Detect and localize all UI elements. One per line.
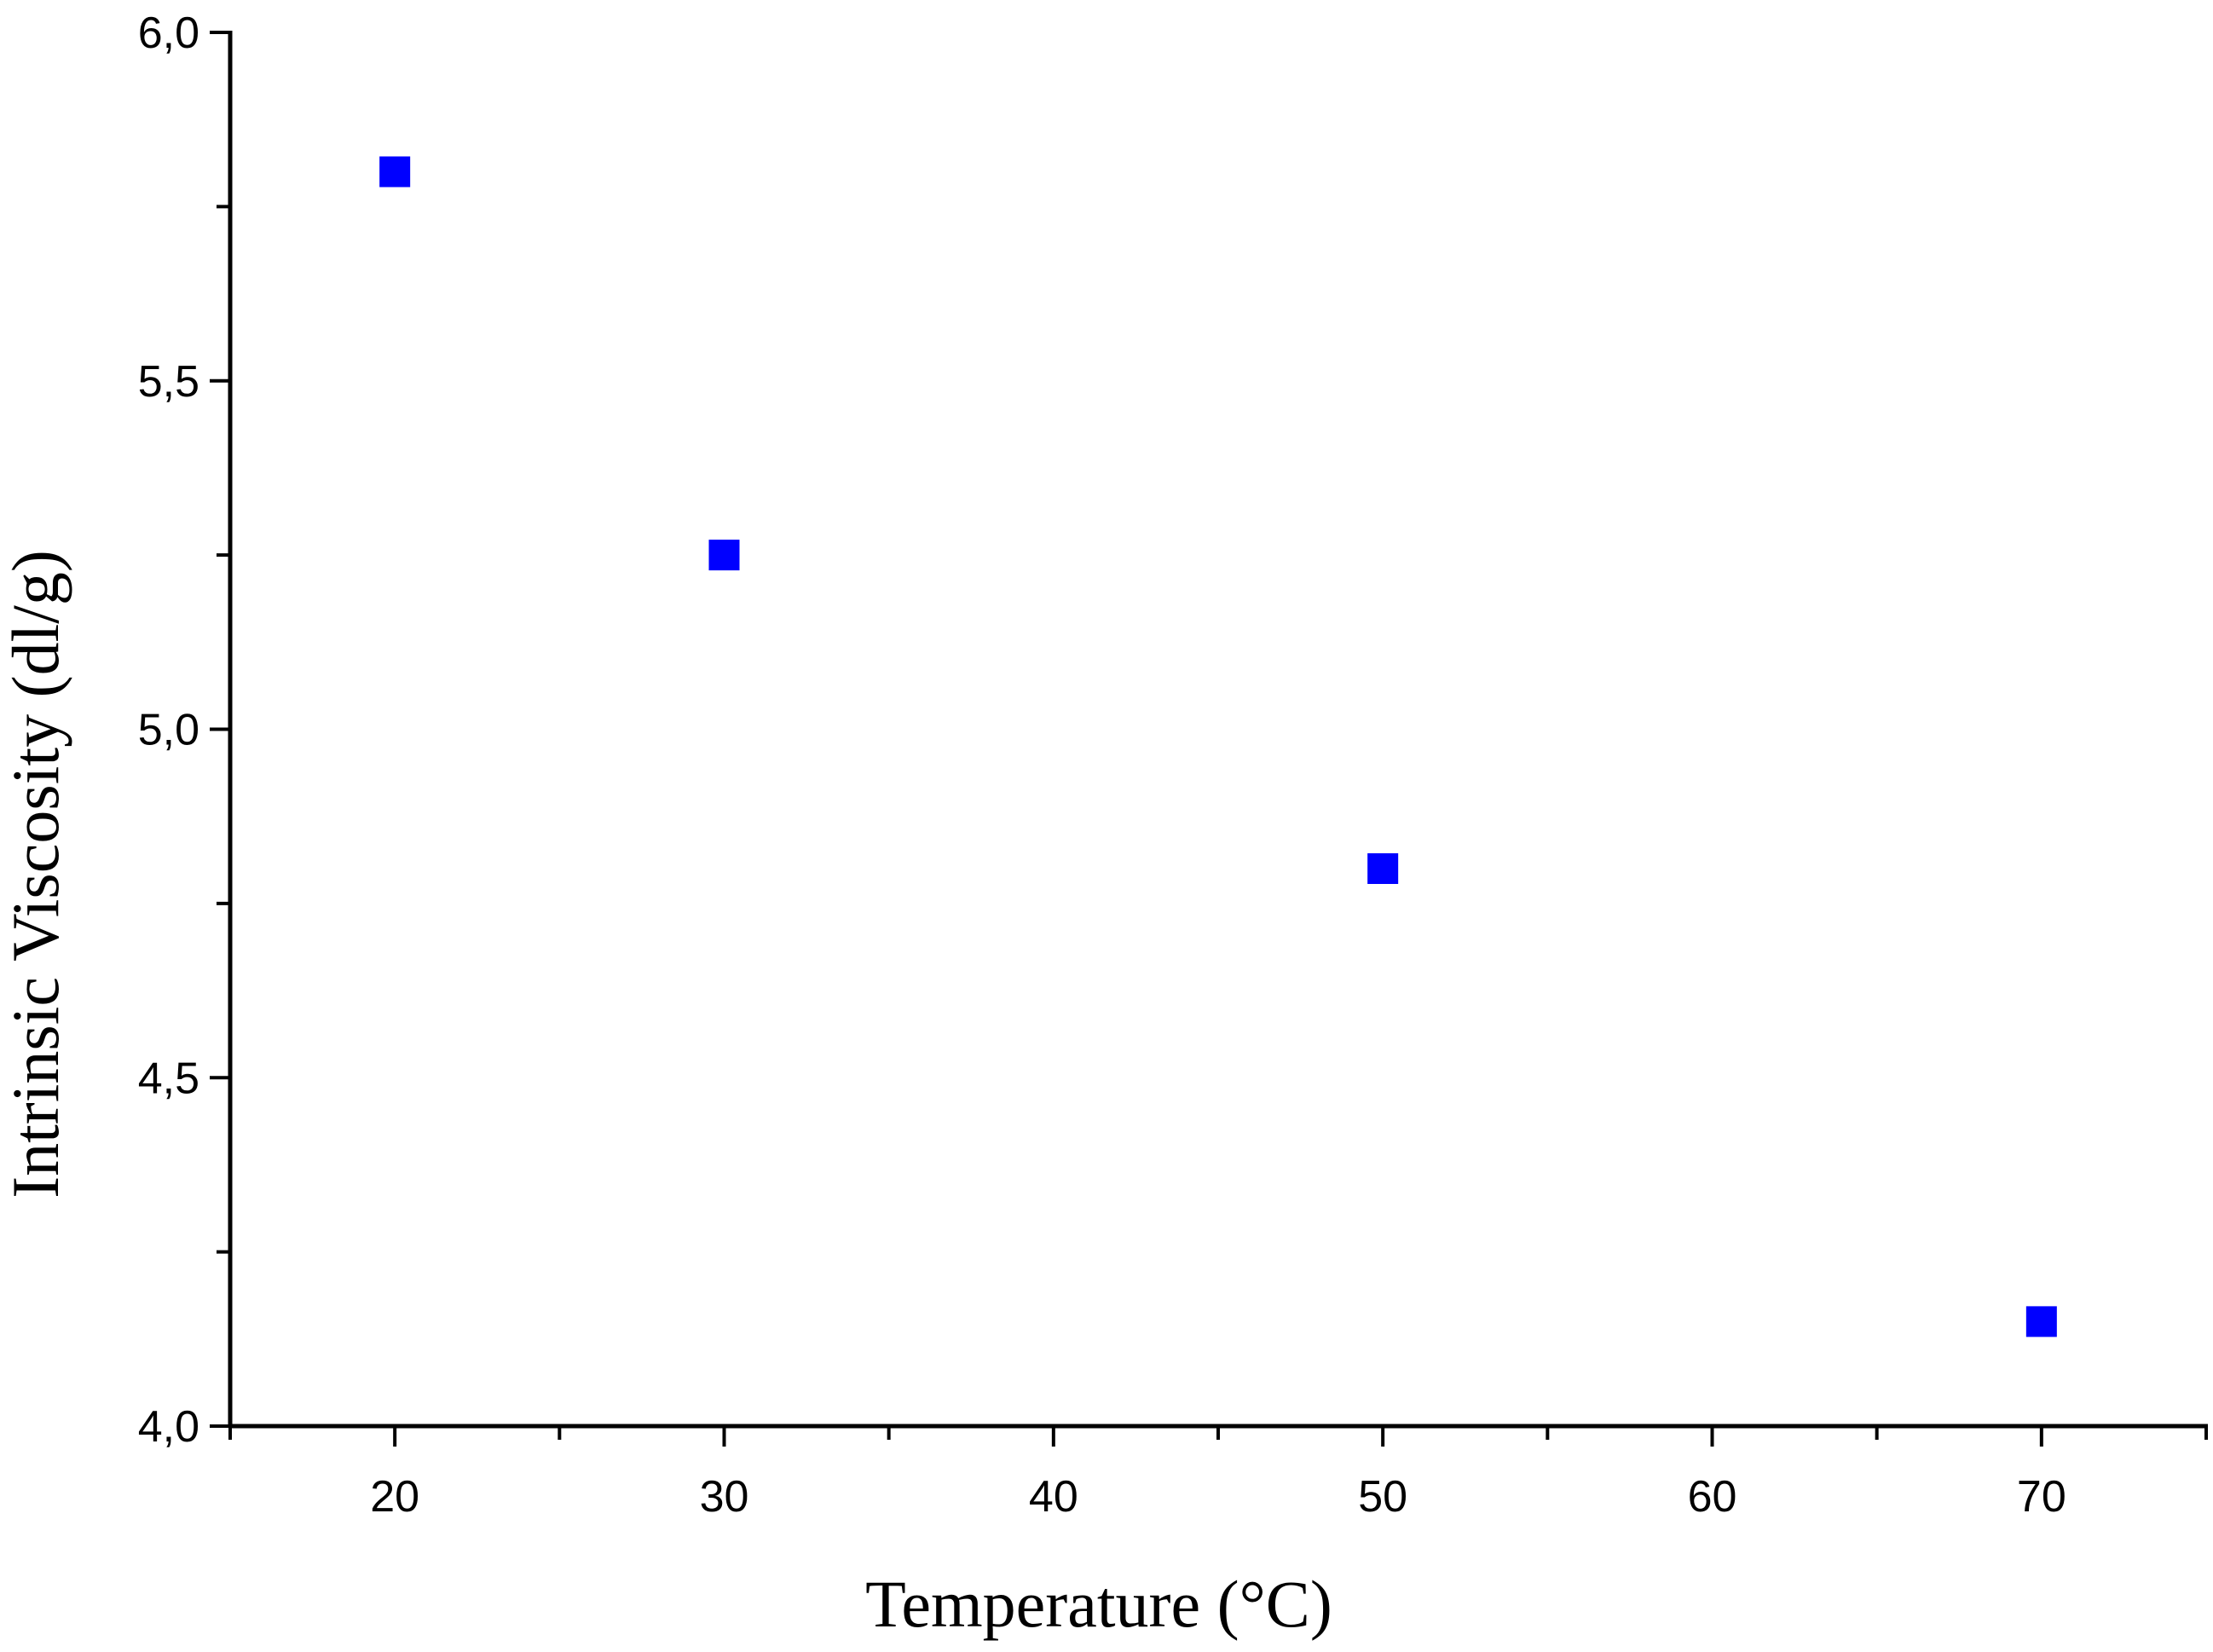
axes: [228, 31, 2208, 1429]
x-tick-label: 20: [370, 1472, 419, 1522]
x-axis-title: Temperature (°C): [865, 1567, 1332, 1641]
y-tick-label: 4,0: [138, 1402, 199, 1452]
data-points: [379, 156, 2057, 1337]
y-axis-ticks: 4,0 4,5 5,0 5,5 6,0: [138, 9, 230, 1452]
x-tick-label: 40: [1029, 1472, 1078, 1522]
x-tick-label: 30: [700, 1472, 749, 1522]
x-tick-label: 70: [2017, 1472, 2066, 1522]
y-tick-label: 6,0: [138, 9, 199, 58]
data-point: [708, 540, 740, 571]
data-point: [1367, 853, 1399, 884]
y-tick-label: 5,5: [138, 357, 199, 407]
y-tick-label: 4,5: [138, 1054, 199, 1103]
y-tick-label: 5,0: [138, 706, 199, 755]
data-point: [379, 156, 411, 188]
data-point: [2025, 1306, 2057, 1337]
x-tick-label: 50: [1358, 1472, 1407, 1522]
x-tick-label: 60: [1688, 1472, 1737, 1522]
y-axis-title: Intrinsic Viscosity (dl/g): [0, 550, 72, 1199]
x-axis-ticks: 20 30 40 50 60 70: [228, 1426, 2208, 1522]
